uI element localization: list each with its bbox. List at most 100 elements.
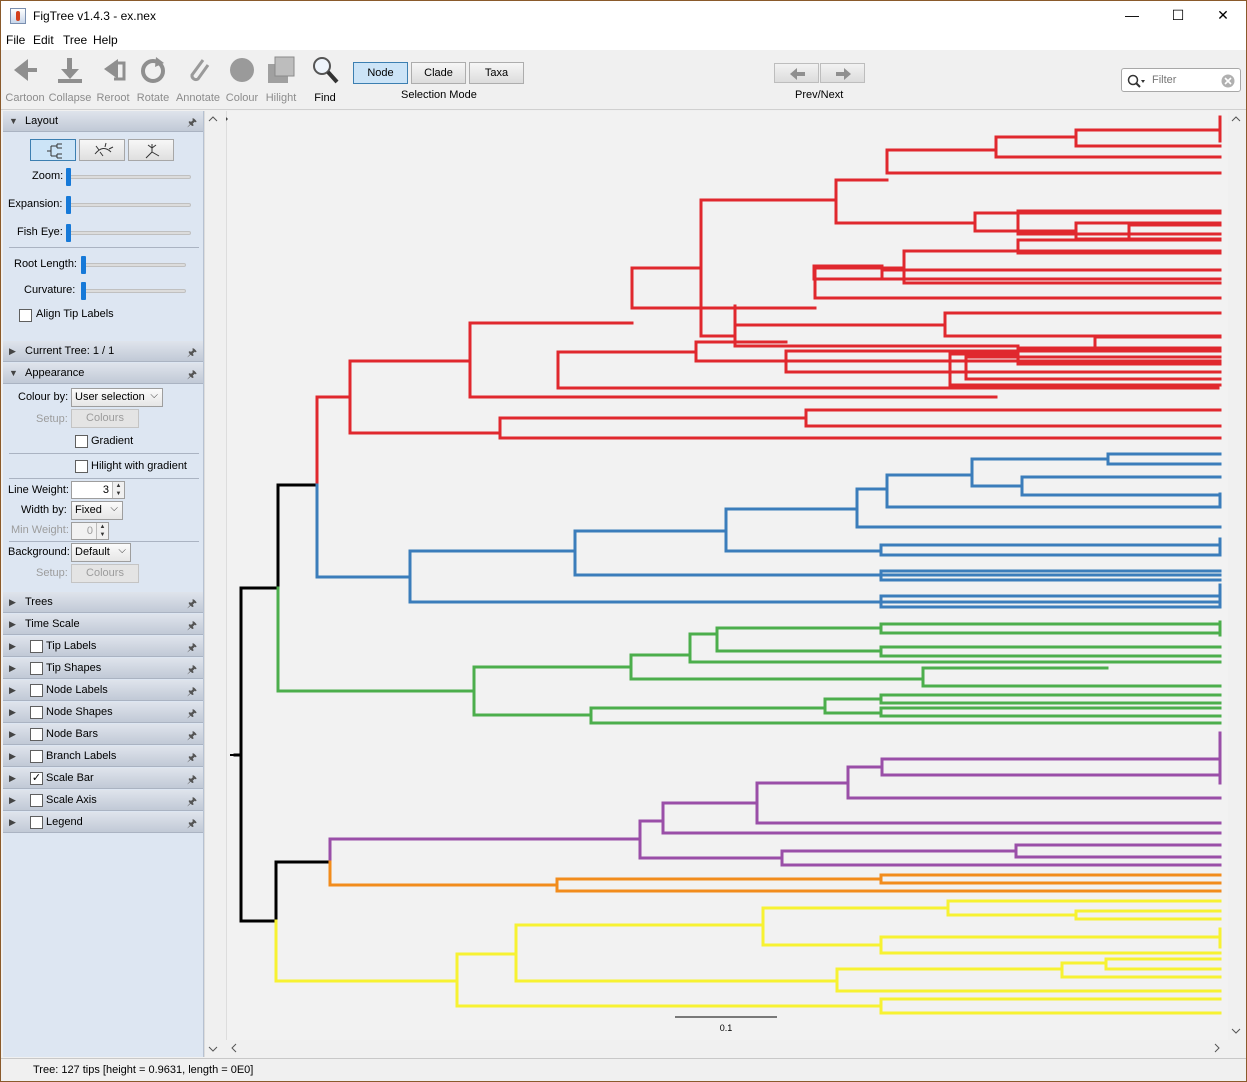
pin-icon[interactable]: 🖈	[186, 730, 197, 742]
rectangular-layout-button[interactable]	[30, 139, 76, 161]
filter-field[interactable]	[1121, 68, 1241, 92]
minimize-button[interactable]: —	[1125, 7, 1139, 23]
panel-scrollbar[interactable]	[204, 111, 220, 1057]
pin-icon[interactable]: 🖈	[186, 664, 197, 676]
annotate-button[interactable]: Annotate	[176, 52, 220, 108]
align-tip-labels-checkbox[interactable]	[19, 309, 32, 322]
width-by-select[interactable]: Fixed ⌵	[71, 501, 123, 520]
tree-branches[interactable]	[230, 115, 1222, 1015]
curvature-slider-thumb[interactable]	[81, 282, 86, 300]
colours-button[interactable]: Colours	[71, 409, 139, 428]
radial-layout-button[interactable]	[128, 139, 174, 161]
canvas-horizontal-scrollbar[interactable]	[226, 1040, 1228, 1057]
phylogenetic-tree[interactable]: 0.1	[224, 111, 1228, 1040]
spinner-arrows-icon[interactable]: ▲ ▼	[112, 482, 124, 498]
collapse-button[interactable]: Collapse	[48, 52, 92, 108]
fish-eye-slider[interactable]	[67, 231, 191, 235]
selection-mode-clade[interactable]: Clade	[411, 62, 466, 84]
time-scale-section-header[interactable]: ▶ Time Scale 🖈	[3, 614, 203, 635]
filter-input[interactable]	[1150, 72, 1212, 88]
find-icon	[313, 57, 339, 84]
scale-axis-section-header[interactable]: ▶ Scale Axis 🖈	[3, 790, 203, 811]
layout-section-header[interactable]: ▼ Layout 🖈	[3, 111, 203, 132]
node-shapes-checkbox[interactable]	[30, 706, 43, 719]
background-colours-button[interactable]: Colours	[71, 564, 139, 583]
pin-icon[interactable]: 🖈	[186, 598, 197, 610]
line-weight-spinner[interactable]: 3 ▲ ▼	[71, 481, 125, 499]
menu-tree[interactable]: Tree	[63, 33, 88, 47]
colour-by-select[interactable]: User selection ⌵	[71, 388, 163, 407]
tip-labels-section-header[interactable]: ▶ Tip Labels 🖈	[3, 636, 203, 657]
pin-icon[interactable]: 🖈	[186, 620, 197, 632]
root-length-slider-thumb[interactable]	[81, 256, 86, 274]
tip-shapes-section-header[interactable]: ▶ Tip Shapes 🖈	[3, 658, 203, 679]
separator	[9, 247, 199, 248]
pin-icon[interactable]: 🖈	[186, 117, 197, 129]
colour-button[interactable]: Colour	[220, 52, 264, 108]
pin-icon[interactable]: 🖈	[186, 642, 197, 654]
pin-icon[interactable]: 🖈	[186, 708, 197, 720]
pin-icon[interactable]: 🖈	[186, 347, 197, 359]
hilight-label: Hilight	[265, 92, 297, 104]
close-button[interactable]: ✕	[1217, 7, 1229, 23]
prev-button[interactable]	[774, 63, 819, 83]
curvature-slider[interactable]	[82, 289, 186, 293]
menu-edit[interactable]: Edit	[33, 33, 54, 47]
hilight-button[interactable]: Hilight	[259, 52, 303, 108]
scale-axis-checkbox[interactable]	[30, 794, 43, 807]
node-bars-checkbox[interactable]	[30, 728, 43, 741]
menu-help[interactable]: Help	[93, 33, 118, 47]
background-select[interactable]: Default ⌵	[71, 543, 131, 562]
section-title: Node Shapes	[46, 706, 113, 718]
collapsed-triangle-icon: ▶	[9, 707, 16, 717]
legend-checkbox[interactable]	[30, 816, 43, 829]
rotate-button[interactable]: Rotate	[131, 52, 175, 108]
hilight-gradient-checkbox[interactable]	[75, 460, 88, 473]
cartoon-button[interactable]: Cartoon	[3, 52, 47, 108]
fish-eye-slider-thumb[interactable]	[66, 224, 71, 242]
selection-mode-taxa[interactable]: Taxa	[469, 62, 524, 84]
clear-icon[interactable]	[1221, 74, 1235, 88]
expanded-triangle-icon: ▼	[9, 368, 18, 378]
trees-section-header[interactable]: ▶ Trees 🖈	[3, 592, 203, 613]
legend-section-header[interactable]: ▶ Legend 🖈	[3, 812, 203, 833]
node-labels-section-header[interactable]: ▶ Node Labels 🖈	[3, 680, 203, 701]
zoom-slider[interactable]	[67, 175, 191, 179]
scale-bar-checkbox[interactable]: ✓	[30, 772, 43, 785]
current-tree-section-header[interactable]: ▶ Current Tree: 1 / 1 🖈	[3, 341, 203, 362]
gradient-checkbox[interactable]	[75, 435, 88, 448]
node-shapes-section-header[interactable]: ▶ Node Shapes 🖈	[3, 702, 203, 723]
root-length-slider[interactable]	[82, 263, 186, 267]
min-weight-spinner[interactable]: 0 ▲ ▼	[71, 522, 109, 540]
find-button[interactable]: Find	[303, 52, 347, 108]
zoom-slider-thumb[interactable]	[66, 168, 71, 186]
background-value: Default	[75, 546, 110, 558]
polar-layout-button[interactable]	[79, 139, 125, 161]
pin-icon[interactable]: 🖈	[186, 818, 197, 830]
node-labels-checkbox[interactable]	[30, 684, 43, 697]
expansion-slider[interactable]	[67, 203, 191, 207]
canvas-vertical-scrollbar[interactable]	[1228, 111, 1244, 1040]
branch-labels-section-header[interactable]: ▶ Branch Labels 🖈	[3, 746, 203, 767]
tree-canvas[interactable]: 0.1	[224, 111, 1228, 1040]
pin-icon[interactable]: 🖈	[186, 752, 197, 764]
reroot-button[interactable]: Reroot	[91, 52, 135, 108]
appearance-section-header[interactable]: ▼ Appearance 🖈	[3, 363, 203, 384]
tip-labels-checkbox[interactable]	[30, 640, 43, 653]
node-bars-section-header[interactable]: ▶ Node Bars 🖈	[3, 724, 203, 745]
spinner-arrows-icon[interactable]: ▲ ▼	[96, 523, 108, 539]
pin-icon[interactable]: 🖈	[186, 774, 197, 786]
expansion-slider-thumb[interactable]	[66, 196, 71, 214]
maximize-button[interactable]: ☐	[1171, 7, 1185, 23]
annotate-icon	[190, 59, 210, 82]
scale-bar-section-header[interactable]: ▶ ✓ Scale Bar 🖈	[3, 768, 203, 789]
pin-icon[interactable]: 🖈	[186, 686, 197, 698]
tip-shapes-checkbox[interactable]	[30, 662, 43, 675]
pin-icon[interactable]: 🖈	[186, 796, 197, 808]
collapse-icon	[58, 58, 82, 83]
menu-file[interactable]: File	[6, 33, 26, 47]
branch-labels-checkbox[interactable]	[30, 750, 43, 763]
pin-icon[interactable]: 🖈	[186, 369, 197, 381]
selection-mode-node[interactable]: Node	[353, 62, 408, 84]
next-button[interactable]	[820, 63, 865, 83]
